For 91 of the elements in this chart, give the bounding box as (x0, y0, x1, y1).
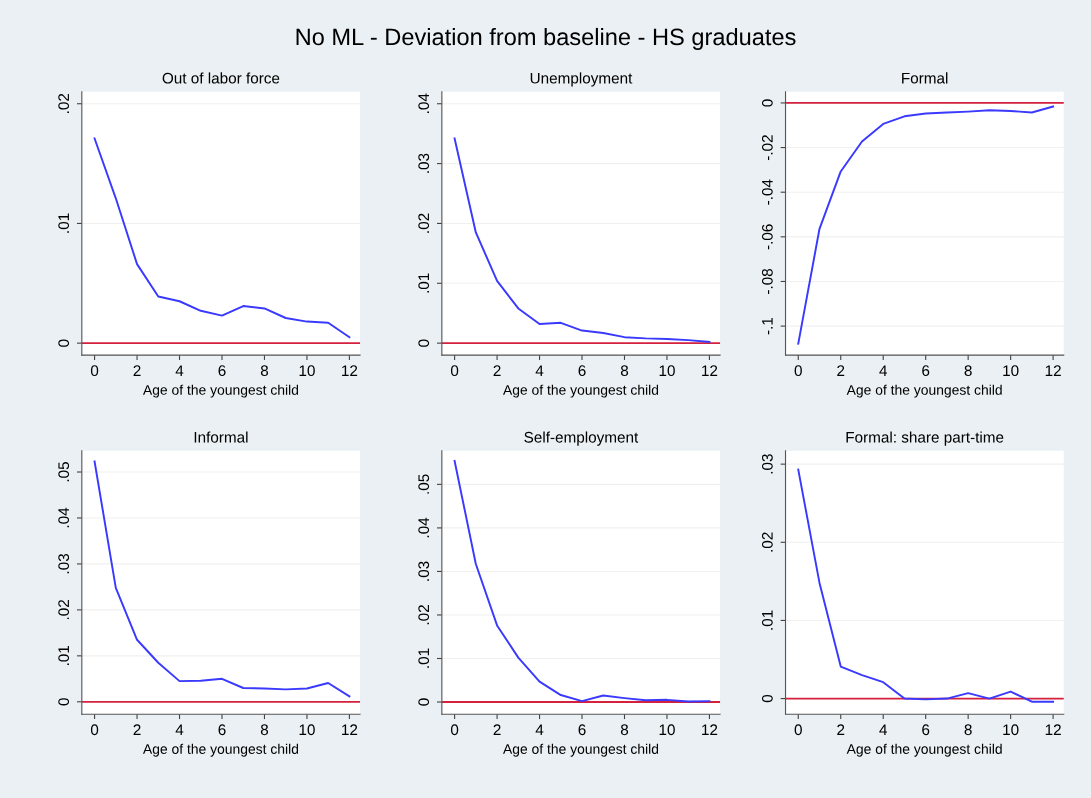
line-series (453, 459, 711, 703)
chart-title: Unemployment (530, 72, 633, 87)
y-tick-label: -.04 (761, 179, 773, 205)
y-tick-label: .02 (418, 213, 430, 233)
y-tick-label: .01 (418, 648, 430, 668)
x-tick-label: 12 (702, 724, 718, 735)
x-tick-label: 0 (90, 365, 99, 377)
y-tick-label: .01 (761, 610, 773, 630)
y-tick-label: .02 (58, 600, 70, 620)
x-tick-label: 12 (342, 724, 358, 735)
x-tick-label: 12 (1045, 365, 1061, 376)
y-tick-label: .05 (418, 474, 430, 494)
x-tick-label: 6 (922, 365, 930, 377)
y-tick-label: .05 (58, 462, 70, 482)
x-tick-label: 0 (794, 724, 802, 736)
y-tick-label: 0 (761, 694, 773, 703)
y-tick-label: 0 (58, 698, 70, 706)
y-tick-label: 0 (58, 339, 70, 347)
x-tick-label: 8 (964, 724, 972, 736)
y-tick-label: .02 (418, 605, 430, 625)
x-tick-label: 12 (1045, 724, 1061, 735)
x-tick-label: 8 (620, 365, 629, 377)
x-tick-label: 4 (879, 724, 888, 735)
y-tick-label: 0 (418, 698, 430, 706)
y-tick-label: .03 (761, 454, 773, 474)
x-tick-label: 4 (175, 724, 184, 735)
x-tick-label: 10 (299, 365, 315, 377)
x-tick-label: 6 (578, 724, 586, 736)
x-axis-title: Age of the youngest child (142, 743, 299, 757)
y-tick-label: .02 (58, 93, 70, 113)
x-tick-label: 0 (794, 365, 802, 377)
chart-title: Formal (902, 72, 948, 84)
y-tick-label: .03 (418, 561, 430, 581)
x-tick-label: 10 (299, 724, 315, 736)
x-tick-label: 10 (659, 724, 675, 736)
x-tick-label: 6 (922, 724, 930, 736)
y-tick-label: .04 (58, 507, 70, 528)
y-tick-label: .03 (58, 553, 70, 574)
x-tick-label: 12 (342, 365, 358, 376)
x-tick-label: 0 (450, 365, 459, 377)
x-axis-title: Age of the youngest child (846, 384, 1002, 398)
x-tick-label: 8 (620, 724, 629, 736)
x-axis-title: Age of the youngest child (503, 384, 659, 398)
x-tick-label: 4 (535, 724, 544, 735)
line-series (797, 468, 1055, 703)
x-tick-label: 0 (90, 724, 99, 736)
chart-title: Self-employment (524, 431, 639, 446)
x-tick-label: 10 (1003, 724, 1019, 736)
y-tick-label: .02 (761, 532, 773, 552)
x-tick-label: 6 (218, 365, 226, 377)
chart-title: Formal: share part-time (846, 431, 1004, 446)
y-tick-label: .04 (418, 517, 430, 538)
x-tick-label: 2 (837, 365, 845, 376)
x-tick-label: 4 (175, 365, 184, 376)
x-tick-label: 2 (837, 724, 845, 735)
y-tick-label: 0 (418, 339, 430, 347)
y-tick-label: .03 (418, 153, 430, 173)
x-tick-label: 0 (450, 724, 459, 736)
x-tick-label: 10 (1003, 365, 1019, 377)
y-tick-label: 0 (761, 99, 773, 107)
x-tick-label: 8 (260, 724, 269, 736)
y-tick-label: -.06 (761, 224, 773, 250)
y-tick-label: -.08 (761, 268, 773, 294)
x-tick-label: 12 (702, 365, 718, 376)
y-tick-label: .01 (58, 213, 70, 233)
x-tick-label: 2 (133, 724, 141, 735)
x-tick-label: 2 (493, 724, 501, 735)
x-tick-label: 2 (493, 365, 501, 376)
x-axis-title: Age of the youngest child (503, 743, 659, 757)
line-series (797, 105, 1055, 345)
x-axis-title: Age of the youngest child (142, 384, 299, 398)
x-tick-label: 6 (578, 365, 586, 377)
x-tick-label: 8 (260, 365, 269, 377)
text: No ML - Deviation from baseline - HS graduates (296, 27, 796, 50)
y-tick-label: .01 (418, 273, 430, 293)
x-axis-title: Age of the youngest child (846, 743, 1002, 757)
x-tick-label: 6 (218, 724, 226, 736)
chart-title: Informal (194, 431, 248, 443)
y-tick-label: .01 (58, 645, 70, 666)
x-tick-label: 8 (964, 365, 972, 377)
line-series (93, 137, 351, 339)
line-series (93, 460, 351, 698)
x-tick-label: 4 (535, 365, 544, 376)
x-tick-label: 10 (659, 365, 675, 377)
y-tick-label: .04 (418, 93, 430, 113)
x-tick-label: 4 (879, 365, 888, 376)
chart-title: Out of labor force (162, 72, 280, 84)
y-tick-label: -.02 (761, 135, 773, 161)
y-tick-label: -.1 (762, 317, 773, 335)
x-tick-label: 2 (133, 365, 141, 376)
line-series (453, 137, 711, 343)
